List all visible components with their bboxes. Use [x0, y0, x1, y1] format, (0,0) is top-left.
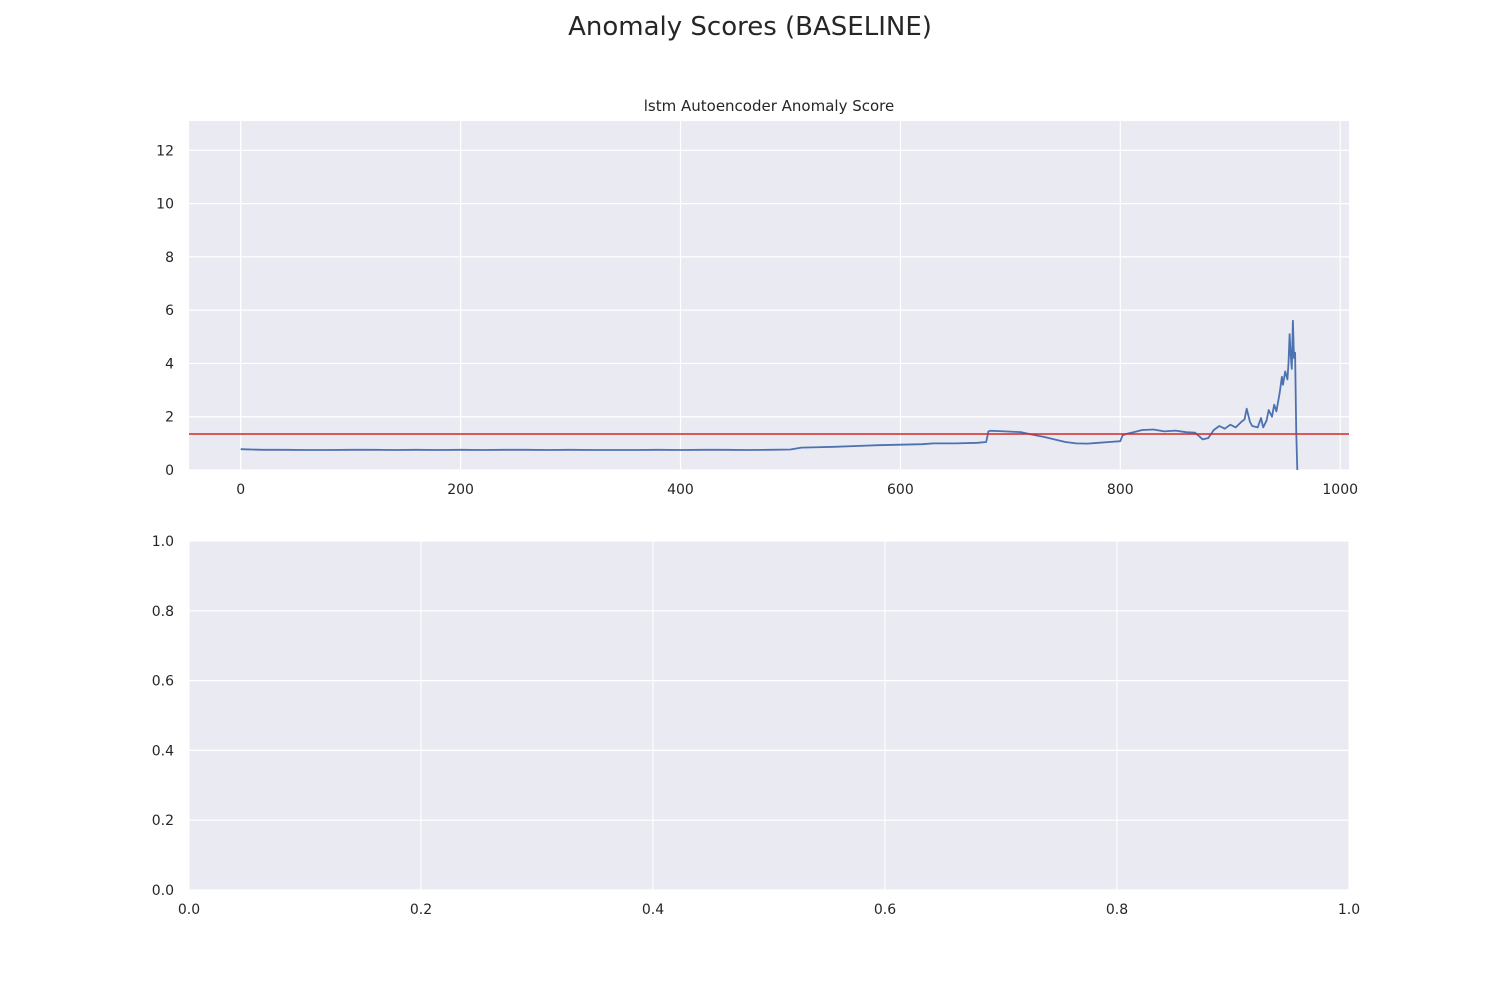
y-tick-label: 6	[165, 303, 174, 319]
x-tick-label: 1.0	[1338, 902, 1360, 918]
x-tick-label: 0.0	[178, 902, 200, 918]
y-tick-label: 1.0	[152, 534, 174, 550]
axes-1: 0 200 400 600 800 1000 0 2 4 6 8 10 12 lstm Autoencod…	[156, 97, 1358, 498]
y-tick-label: 0.2	[152, 813, 174, 829]
y-tick-label: 0.6	[152, 674, 174, 690]
plot-background	[189, 121, 1349, 470]
y-tick-label: 0	[165, 463, 174, 479]
y-tick-label: 4	[165, 356, 174, 372]
x-tick-label: 0.8	[1106, 902, 1128, 918]
axes-2: 0.0 0.2 0.4 0.6 0.8 1.0 0.0 0.2 0.4 0.6 0.8 1.0	[152, 534, 1360, 918]
x-tick-label: 600	[887, 482, 914, 498]
x-tick-label: 800	[1107, 482, 1134, 498]
x-tick-label: 0.4	[642, 902, 664, 918]
series-line	[240, 319, 1299, 470]
plot-background	[189, 541, 1349, 890]
y-tick-label: 0.0	[152, 883, 174, 899]
x-tick-label: 400	[667, 482, 694, 498]
x-tick-label: 0.2	[410, 902, 432, 918]
y-tick-label: 12	[156, 143, 174, 159]
y-tick-label: 0.4	[152, 743, 174, 759]
y-tick-label: 8	[165, 250, 174, 266]
axes-title: lstm Autoencoder Anomaly Score	[644, 97, 895, 115]
x-tick-label: 200	[447, 482, 474, 498]
y-tick-label: 2	[165, 410, 174, 426]
x-tick-label: 0.6	[874, 902, 896, 918]
y-tick-label: 0.8	[152, 604, 174, 620]
x-tick-label: 1000	[1322, 482, 1358, 498]
figure-title: Anomaly Scores (BASELINE)	[568, 12, 932, 42]
x-tick-label: 0	[236, 482, 245, 498]
y-tick-label: 10	[156, 197, 174, 213]
